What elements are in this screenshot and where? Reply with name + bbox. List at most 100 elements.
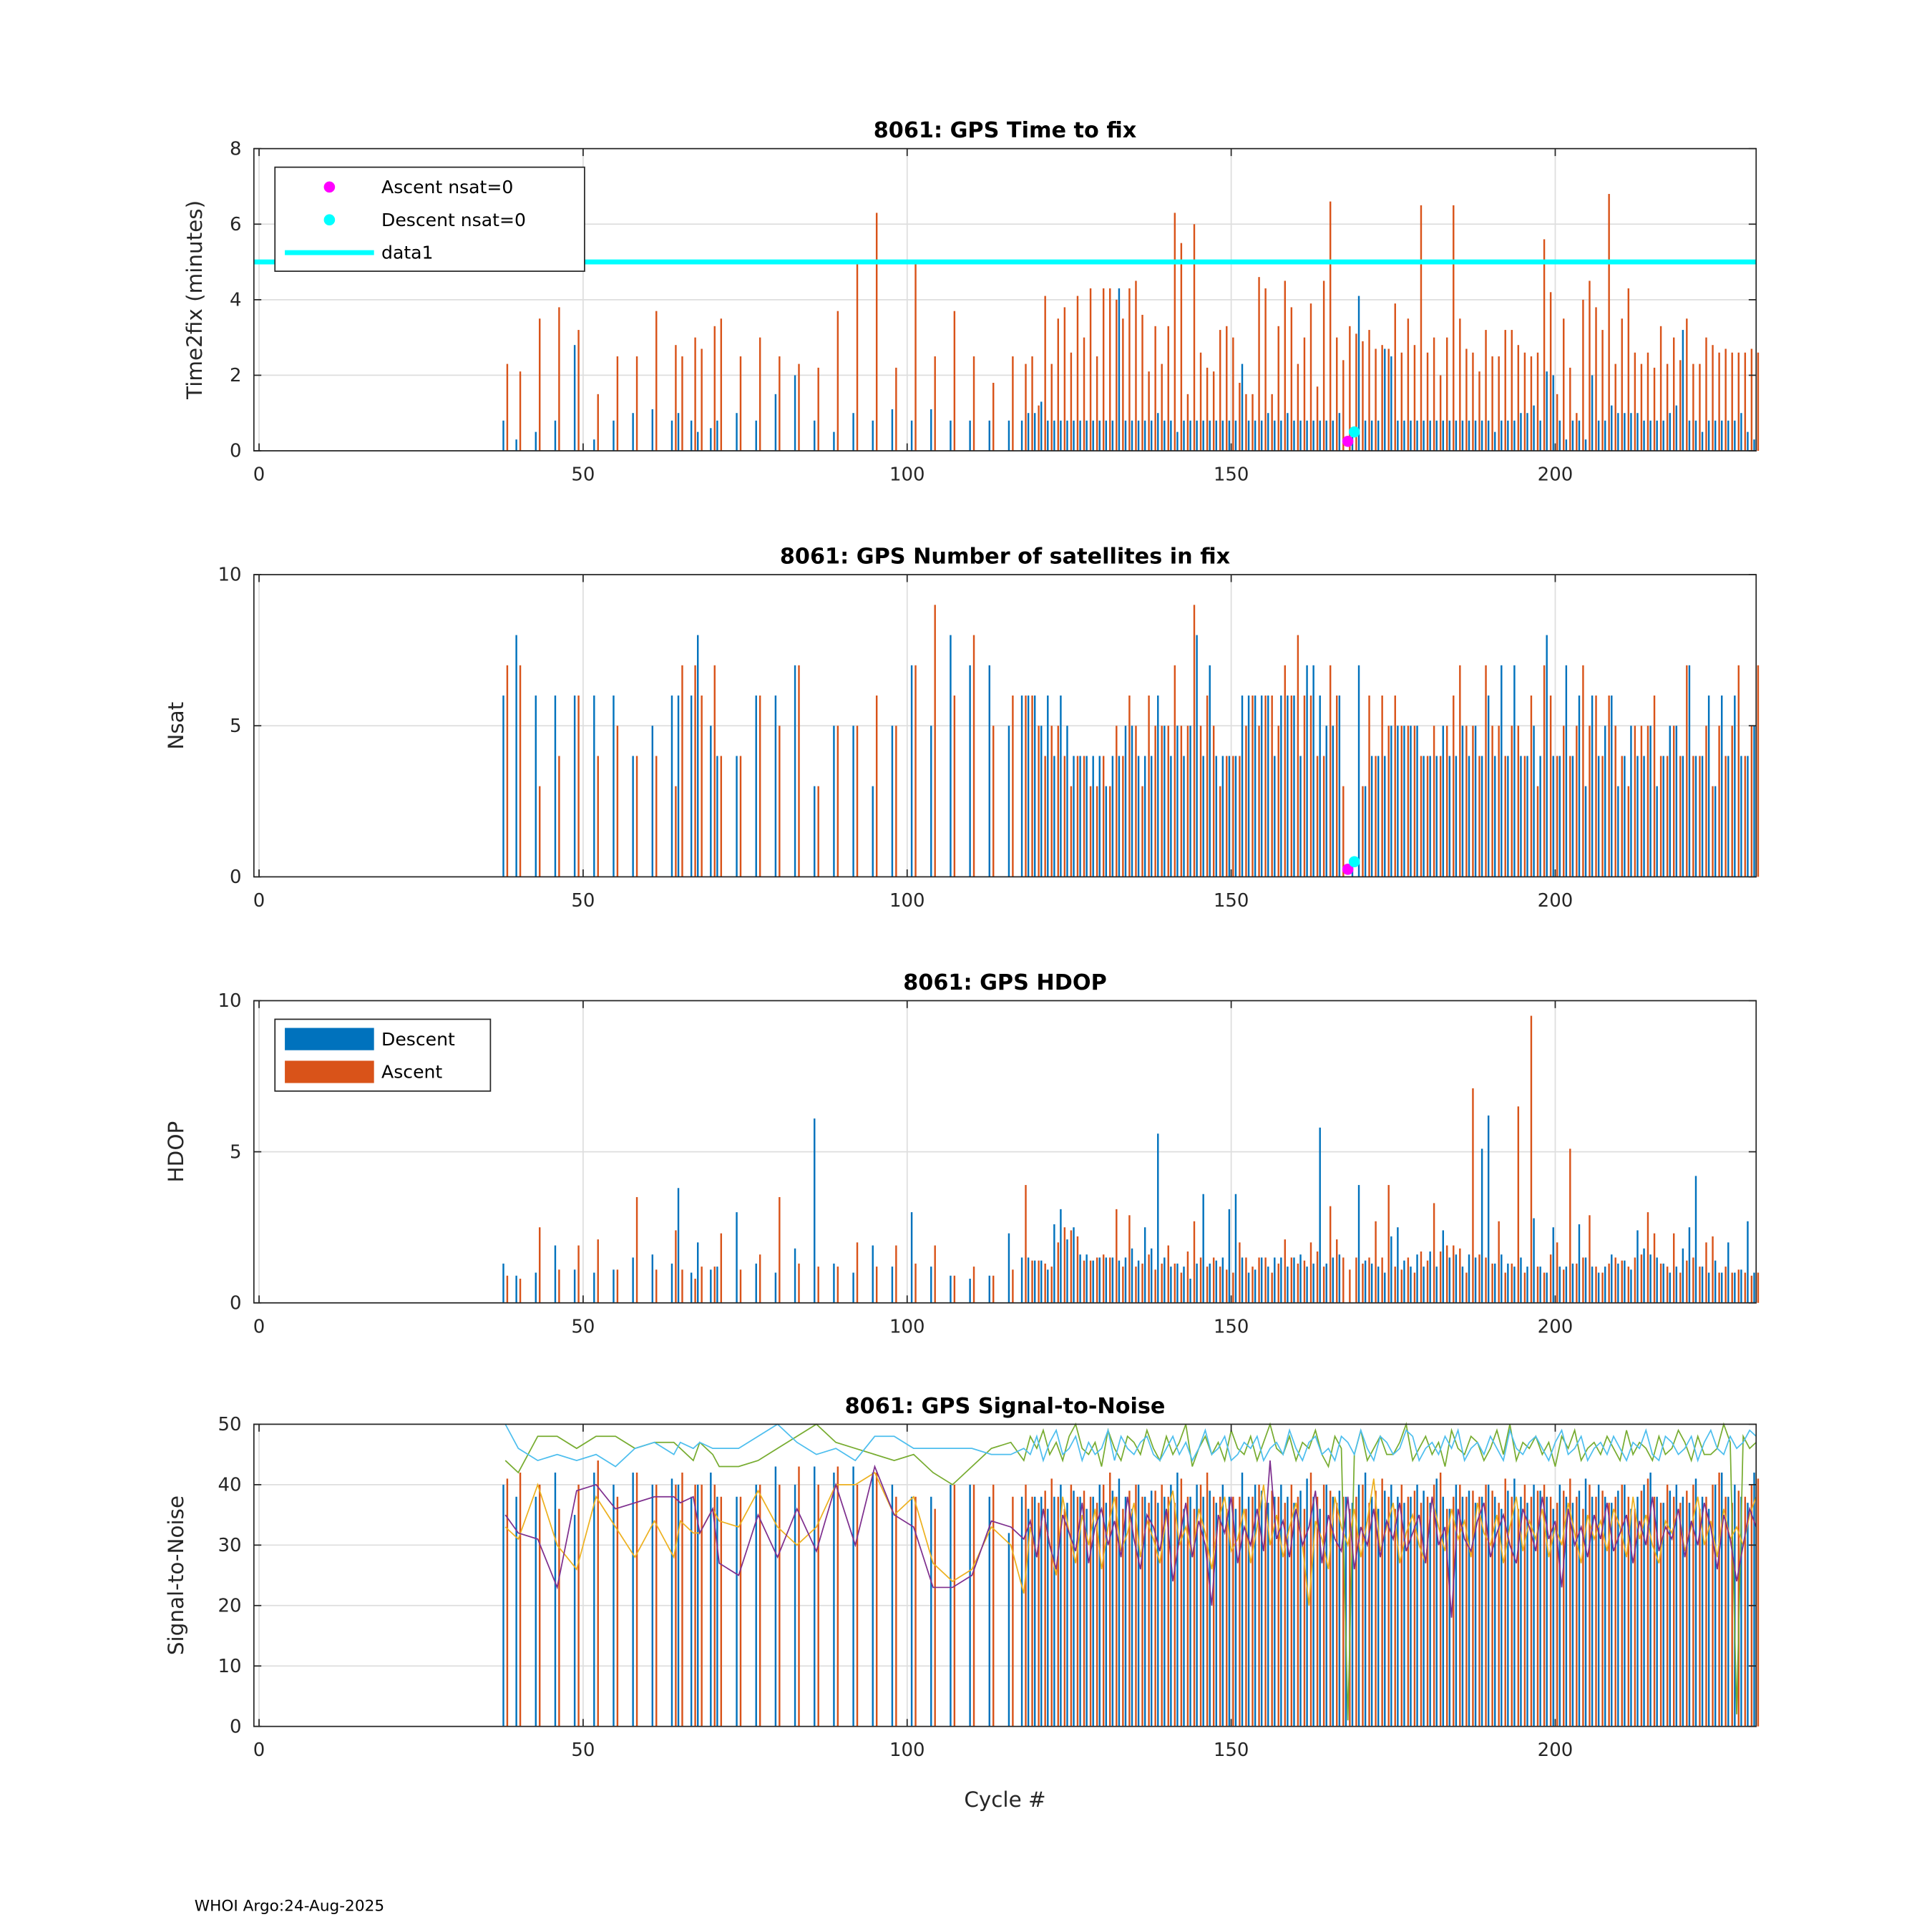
x-tick-label: 50 [571,1316,595,1337]
bar-ascent [1724,1496,1727,1727]
bar-ascent [1012,1496,1014,1727]
bar-descent [1656,420,1658,451]
bar-ascent [1465,726,1468,877]
bar-descent [1747,1503,1749,1727]
bar-ascent [1472,1491,1474,1727]
bar-ascent [1692,364,1694,451]
x-tick-label: 100 [889,1740,925,1761]
bar-descent [1546,635,1548,877]
bar-descent [1241,1472,1244,1727]
bar-ascent [1485,665,1487,877]
bar-ascent [675,345,677,451]
bar-ascent [720,318,723,451]
bar-descent [1228,756,1231,877]
bar-ascent [758,1254,761,1303]
bar-descent [872,420,874,451]
bar-descent [1487,1115,1490,1303]
bar-descent [1513,665,1516,877]
bar-ascent [1459,665,1461,877]
bar-descent [613,1269,615,1303]
bar-descent [1085,1508,1088,1727]
bar-descent [1092,1260,1094,1303]
bar-descent [1293,420,1295,451]
bar-ascent [1686,1260,1688,1303]
bar-descent [1299,1254,1302,1303]
bar-descent [1753,439,1755,451]
y-tick-label: 5 [230,1141,242,1163]
bar-ascent [1737,1269,1740,1303]
y-tick-label: 0 [230,867,242,888]
bar-descent [1312,1496,1314,1727]
bar-ascent [1161,726,1163,877]
bar-ascent [1504,1478,1506,1727]
bar-descent [774,394,777,451]
bar-descent [1558,756,1561,877]
bar-descent [1137,756,1140,877]
bar-ascent [1109,786,1111,877]
bar-ascent [1290,1484,1293,1727]
bar-ascent [1413,1491,1416,1727]
bar-descent [988,420,990,451]
bar-descent [1092,756,1094,877]
bar-descent [1397,726,1399,877]
bar-descent [891,1484,894,1727]
bar-ascent [577,695,580,877]
bar-descent [1403,1503,1405,1727]
bar-ascent [1368,1503,1370,1727]
bar-ascent [1297,364,1299,451]
bar-descent [1694,420,1697,451]
bar-ascent [1044,756,1046,877]
bar-ascent [1290,1257,1293,1303]
bar-descent [1040,1496,1043,1727]
bar-ascent [1712,786,1714,877]
snr-line-4 [504,1460,1757,1618]
bar-descent [1494,431,1496,451]
bar-ascent [1498,1221,1500,1303]
bar-ascent [635,1196,638,1303]
bar-descent [1429,1251,1431,1303]
bar-ascent [1290,695,1293,877]
bar-descent [1098,420,1101,451]
bar-descent [1047,1508,1049,1727]
bar-ascent [1523,1272,1526,1303]
bar-descent [670,420,673,451]
bar-descent [1209,1491,1211,1727]
bar-descent [716,420,718,451]
bar-descent [1053,420,1055,451]
bar-descent [1033,1496,1036,1727]
bar-descent [1066,726,1068,877]
bar-ascent [1757,665,1760,877]
bar-ascent [1653,1496,1656,1727]
bar-descent [1442,420,1444,451]
bar-descent [1533,405,1535,451]
bar-descent [1202,420,1204,451]
bar-ascent [1400,1269,1403,1303]
bar-descent [891,726,894,877]
bar-ascent [1116,1209,1118,1303]
bar-ascent [1563,1491,1565,1727]
bar-ascent [1322,756,1325,877]
bar-ascent [817,1267,819,1303]
bar-ascent [1063,1227,1066,1303]
x-tick-label: 100 [889,1316,925,1337]
bar-descent [1066,1503,1068,1727]
bar-descent [1747,756,1749,877]
bar-ascent [1219,786,1221,877]
bar-ascent [1621,756,1623,877]
bar-descent [1027,1508,1030,1727]
bar-descent [1630,1269,1632,1303]
bar-ascent [1517,1106,1520,1303]
bar-ascent [836,1466,839,1727]
bar-ascent [1174,665,1176,877]
bar-descent [1247,1272,1250,1303]
snr-line-1 [504,1422,1757,1721]
bar-ascent [1659,1503,1662,1727]
bar-ascent [1413,1272,1416,1303]
bar-ascent [616,1269,619,1303]
bar-ascent [1025,695,1027,877]
bar-descent [910,665,913,877]
bar-descent [1105,420,1108,451]
bar-ascent [694,337,696,451]
bar-descent [1274,1257,1276,1303]
bar-descent [1526,1267,1528,1303]
